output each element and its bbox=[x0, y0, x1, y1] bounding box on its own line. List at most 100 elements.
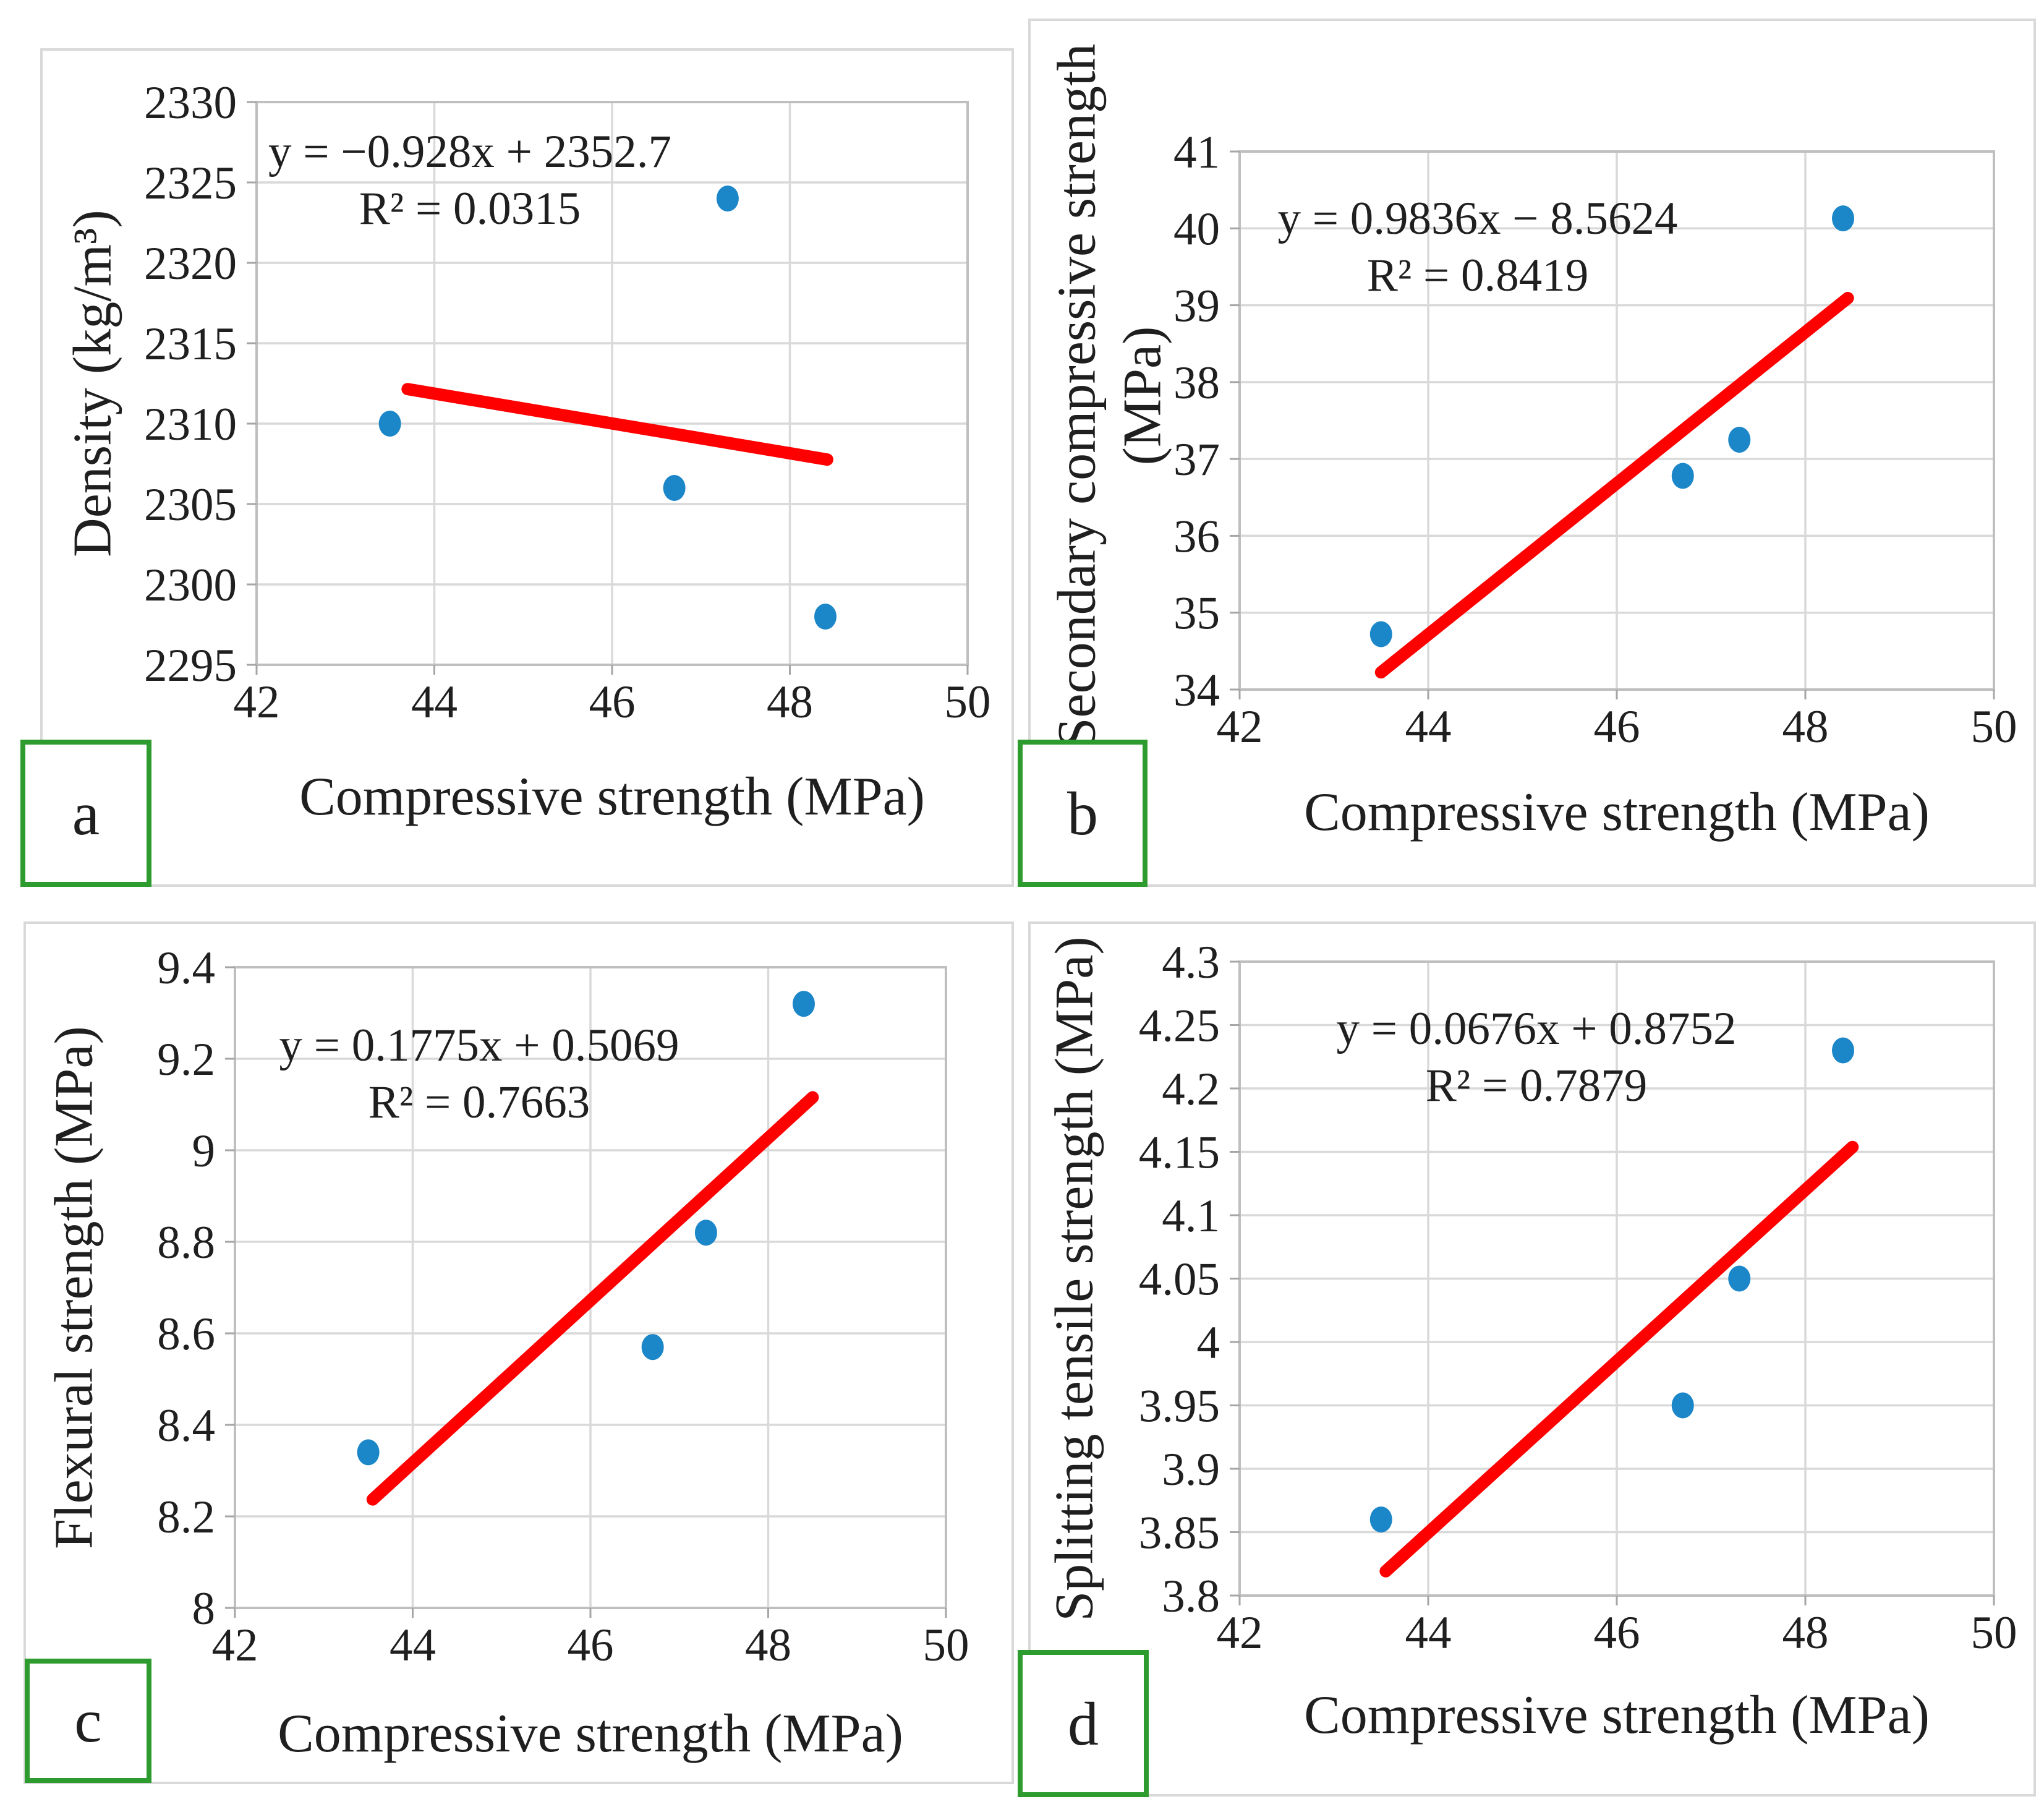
trendline-equation: y = 0.9836x − 8.5624 bbox=[1277, 193, 1678, 244]
panel-label-a: a bbox=[20, 740, 151, 887]
x-tick-label: 46 bbox=[1594, 701, 1640, 753]
panel-c-x-axis-title: Compressive strength (MPa) bbox=[278, 1704, 903, 1764]
data-point bbox=[1369, 621, 1392, 647]
y-tick-label: 4 bbox=[1197, 1317, 1220, 1369]
panel-b-y-axis-title-line2: (MPa) bbox=[1112, 326, 1173, 466]
panel-a-x-axis-title: Compressive strength (MPa) bbox=[299, 767, 925, 827]
panel-letter: a bbox=[72, 779, 100, 848]
y-tick-label: 40 bbox=[1173, 203, 1220, 255]
panel-b-y-axis-title-line1: Secondary compressive strength bbox=[1047, 43, 1107, 748]
data-point bbox=[1832, 205, 1854, 232]
r-squared-value: R² = 0.7663 bbox=[368, 1077, 590, 1128]
data-point bbox=[1832, 1037, 1854, 1064]
data-point bbox=[1671, 463, 1694, 489]
y-tick-label: 4.15 bbox=[1139, 1127, 1220, 1179]
x-tick-label: 50 bbox=[1971, 1607, 2017, 1659]
y-tick-label: 4.2 bbox=[1162, 1064, 1220, 1115]
y-tick-label: 2330 bbox=[144, 77, 237, 129]
trendline bbox=[1379, 1140, 1859, 1578]
y-tick-label: 8.4 bbox=[157, 1400, 215, 1451]
panel-d-y-axis-title: Splitting tensile strength (MPa) bbox=[1044, 936, 1105, 1622]
trendline bbox=[366, 1091, 819, 1506]
y-tick-label: 37 bbox=[1173, 434, 1220, 485]
r-squared-value: R² = 0.0315 bbox=[359, 183, 581, 234]
trendline bbox=[401, 383, 833, 466]
data-point bbox=[663, 475, 686, 501]
y-tick-label: 9.2 bbox=[157, 1034, 215, 1085]
panel-a-chart: 2295 2300 2305 2310 2315 2320 2325 2330 42 44 46 48… bbox=[144, 77, 991, 728]
x-tick-label: 42 bbox=[234, 677, 280, 728]
panel-letter: c bbox=[74, 1686, 102, 1755]
x-tick-label: 48 bbox=[1782, 701, 1829, 753]
data-point bbox=[694, 1220, 717, 1246]
x-tick-label: 46 bbox=[568, 1620, 614, 1671]
y-tick-label: 38 bbox=[1173, 357, 1220, 409]
data-point bbox=[1728, 1265, 1751, 1292]
y-tick-label: 2325 bbox=[144, 158, 237, 209]
x-tick-label: 46 bbox=[589, 677, 636, 728]
x-tick-label: 44 bbox=[390, 1620, 436, 1671]
y-tick-label: 3.9 bbox=[1162, 1444, 1220, 1495]
y-tick-label: 3.95 bbox=[1139, 1381, 1220, 1432]
x-tick-label: 50 bbox=[945, 677, 991, 728]
trendline-equation: y = 0.1775x + 0.5069 bbox=[279, 1020, 679, 1071]
x-tick-label: 50 bbox=[923, 1620, 969, 1671]
y-tick-label: 4.1 bbox=[1162, 1190, 1220, 1242]
data-point bbox=[1671, 1392, 1694, 1419]
panel-label-b: b bbox=[1018, 740, 1148, 887]
trendline bbox=[1374, 292, 1854, 679]
y-tick-label: 2305 bbox=[144, 479, 237, 531]
x-tick-label: 48 bbox=[767, 677, 813, 728]
y-tick-label: 2310 bbox=[144, 399, 237, 450]
x-tick-label: 50 bbox=[1971, 701, 2017, 753]
x-tick-label: 42 bbox=[1217, 1607, 1263, 1659]
x-tick-label: 44 bbox=[1405, 1607, 1452, 1659]
trendline-equation: y = 0.0676x + 0.8752 bbox=[1336, 1003, 1737, 1054]
y-tick-label: 4.25 bbox=[1139, 1001, 1220, 1052]
x-tick-label: 44 bbox=[1405, 701, 1452, 753]
data-point bbox=[378, 411, 401, 437]
x-tick-label: 42 bbox=[1217, 701, 1263, 753]
trendline-equation: y = −0.928x + 2352.7 bbox=[268, 126, 671, 177]
y-tick-label: 35 bbox=[1173, 588, 1220, 639]
panel-d-x-axis-title: Compressive strength (MPa) bbox=[1304, 1685, 1930, 1745]
panel-c-equation-block: y = 0.1775x + 0.5069 R² = 0.7663 bbox=[279, 1017, 679, 1131]
y-tick-label: 8.8 bbox=[157, 1217, 215, 1268]
y-tick-label: 2300 bbox=[144, 560, 237, 611]
panel-b-chart: 34 35 36 37 38 39 40 41 42 44 46 48 50 bbox=[1173, 127, 2017, 753]
panel-d-equation-block: y = 0.0676x + 0.8752 R² = 0.7879 bbox=[1336, 1001, 1736, 1114]
y-tick-label: 3.8 bbox=[1162, 1571, 1220, 1622]
panel-d-box bbox=[1028, 921, 2036, 1797]
r-squared-value: R² = 0.7879 bbox=[1425, 1060, 1648, 1111]
x-tick-label: 42 bbox=[212, 1620, 258, 1671]
data-point bbox=[716, 186, 739, 212]
y-tick-label: 3.85 bbox=[1139, 1508, 1220, 1559]
panel-label-d: d bbox=[1018, 1650, 1149, 1797]
data-point bbox=[793, 991, 815, 1017]
panel-a-box bbox=[40, 48, 1014, 887]
y-tick-label: 39 bbox=[1173, 281, 1220, 332]
panel-b-box bbox=[1028, 19, 2036, 887]
panel-c-box bbox=[23, 921, 1014, 1784]
y-tick-label: 8 bbox=[192, 1583, 216, 1635]
panel-label-c: c bbox=[25, 1659, 151, 1783]
y-tick-label: 8.6 bbox=[157, 1309, 215, 1360]
y-tick-label: 41 bbox=[1173, 127, 1220, 178]
panel-b-x-axis-title: Compressive strength (MPa) bbox=[1304, 782, 1930, 842]
x-tick-label: 48 bbox=[1782, 1607, 1829, 1659]
panel-c-chart: 8 8.2 8.4 8.6 8.8 9 9.2 9.4 42 44 46 48 50 bbox=[157, 942, 969, 1671]
r-squared-value: R² = 0.8419 bbox=[1366, 250, 1589, 301]
y-tick-label: 2295 bbox=[144, 640, 237, 691]
panel-b-equation-block: y = 0.9836x − 8.5624 R² = 0.8419 bbox=[1277, 190, 1677, 304]
panel-d-chart: 3.8 3.85 3.9 3.95 4 4.05 4.1 4.15 4.2 4.25 4.3 42 44… bbox=[1139, 937, 2017, 1659]
y-tick-label: 34 bbox=[1173, 665, 1220, 716]
data-point bbox=[1728, 427, 1751, 453]
panel-a-y-axis-title: Density (kg/m³) bbox=[62, 210, 123, 557]
y-tick-label: 2315 bbox=[144, 318, 237, 370]
y-tick-label: 36 bbox=[1173, 511, 1220, 562]
panel-letter: b bbox=[1067, 779, 1098, 848]
y-tick-label: 8.2 bbox=[157, 1492, 215, 1543]
data-point bbox=[357, 1439, 380, 1466]
x-tick-label: 48 bbox=[745, 1620, 791, 1671]
